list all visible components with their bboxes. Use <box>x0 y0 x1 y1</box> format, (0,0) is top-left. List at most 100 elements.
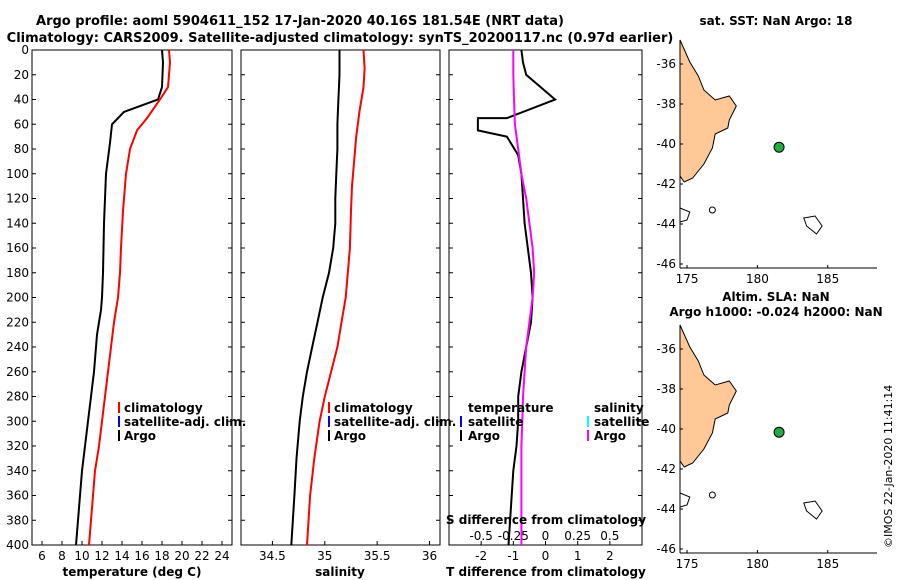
temperature-legend: climatology satellite-adj. clim. Argo <box>118 401 246 443</box>
s-tick-label: 0.25 <box>564 529 591 543</box>
map-sla-subtitle: Argo h1000: -0.024 h2000: NaN <box>669 305 882 319</box>
series-argo <box>75 49 165 546</box>
map-y-tick-label: -38 <box>656 382 676 396</box>
x-tick-label: 0 <box>542 549 550 563</box>
map-y-tick-label: -40 <box>656 137 676 151</box>
difference-legend: temperature satellite Argo salinity sate… <box>460 401 649 443</box>
x-tick-label: 18 <box>154 549 169 563</box>
x-tick-label: 12 <box>94 549 109 563</box>
legend-climatology: climatology <box>124 401 203 415</box>
legend-temperature-title: temperature <box>468 401 553 415</box>
y-tick-label: 280 <box>6 390 29 404</box>
map-sst-title: sat. SST: NaN Argo: 18 <box>699 14 852 28</box>
land-islet <box>708 491 716 499</box>
legend-sal-satellite: satellite <box>594 415 649 429</box>
y-tick-label: 60 <box>14 117 29 131</box>
y-tick-label: 80 <box>14 142 29 156</box>
map-y-tick-label: -46 <box>656 257 676 271</box>
difference-top-xlabel: S difference from climatology <box>446 513 646 527</box>
s-tick-label: -0.5 <box>469 529 492 543</box>
map-x-tick-label: 180 <box>746 272 769 286</box>
temperature-axes <box>31 49 233 546</box>
land-chatham <box>803 500 823 520</box>
y-tick-label: 160 <box>6 241 29 255</box>
y-tick-label: 220 <box>6 315 29 329</box>
s-tick-label: 0.5 <box>600 529 619 543</box>
y-tick-label: 140 <box>6 216 29 230</box>
y-tick-label: 200 <box>6 291 29 305</box>
series-climatology <box>88 49 172 546</box>
map-x-tick-label: 175 <box>676 272 699 286</box>
x-tick-label: 16 <box>134 549 149 563</box>
x-tick-label: 35 <box>317 549 332 563</box>
x-tick-label: 2 <box>606 549 614 563</box>
argo-float-marker <box>773 426 785 438</box>
legend-argo: Argo <box>334 429 366 443</box>
temperature-xlabel: temperature (deg C) <box>63 565 202 579</box>
salinity-xlabel: salinity <box>315 565 365 579</box>
y-tick-label: 400 <box>6 538 29 552</box>
series-argo <box>290 50 341 546</box>
y-tick-label: 300 <box>6 414 29 428</box>
map-y-tick-label: -36 <box>656 57 676 71</box>
x-tick-label: 1 <box>574 549 582 563</box>
y-tick-label: 100 <box>6 167 29 181</box>
map-y-tick-label: -46 <box>656 542 676 556</box>
map-sla-title: Altim. SLA: NaN <box>722 290 829 304</box>
land-islet <box>708 206 716 214</box>
y-tick-label: 360 <box>6 489 29 503</box>
y-tick-label: 20 <box>14 68 29 82</box>
y-tick-label: 180 <box>6 266 29 280</box>
x-tick-label: 14 <box>114 549 129 563</box>
series-climatology <box>306 49 366 546</box>
argo-float-marker <box>773 141 785 153</box>
map-y-tick-label: -36 <box>656 342 676 356</box>
x-tick-label: 6 <box>38 549 46 563</box>
x-tick-label: 24 <box>214 549 229 563</box>
difference-xlabel: T difference from climatology <box>446 565 646 579</box>
y-tick-label: 0 <box>21 43 29 57</box>
x-tick-label: -2 <box>475 549 487 563</box>
title-line-2: Climatology: CARS2009. Satellite-adjuste… <box>7 31 674 46</box>
x-tick-label: 10 <box>74 549 89 563</box>
map-y-tick-label: -44 <box>656 217 676 231</box>
copyright-stamp: ©IMOS 22-Jan-2020 11:41:14 <box>882 384 895 548</box>
series-temperature-argo <box>476 49 558 546</box>
s-tick-label: 0 <box>542 529 550 543</box>
map-x-tick-label: 185 <box>816 272 839 286</box>
map-x-tick-label: 175 <box>676 557 699 571</box>
x-tick-label: 22 <box>194 549 209 563</box>
map-y-tick-label: -38 <box>656 97 676 111</box>
y-tick-label: 40 <box>14 93 29 107</box>
legend-satellite: satellite-adj. clim. <box>124 415 246 429</box>
x-tick-label: -1 <box>507 549 519 563</box>
s-tick-label: -0.25 <box>498 529 529 543</box>
series-salinity-argo <box>512 50 536 545</box>
y-tick-label: 240 <box>6 340 29 354</box>
legend-sal-argo: Argo <box>594 429 626 443</box>
difference-chart: -2 -1 0 1 2 -0.5 -0.25 0 0.25 0.5 <box>449 49 642 563</box>
y-tick-label: 380 <box>6 513 29 527</box>
map-y-tick-label: -42 <box>656 462 676 476</box>
x-tick-label: 36 <box>422 549 437 563</box>
legend-temp-satellite: satellite <box>468 415 523 429</box>
salinity-legend: climatology satellite-adj. clim. Argo <box>328 401 456 443</box>
legend-climatology: climatology <box>334 401 413 415</box>
title-line-1: Argo profile: aoml 5904611_152 17-Jan-20… <box>36 14 564 29</box>
map-x-tick-label: 180 <box>746 557 769 571</box>
temperature-chart: 6 8 10 12 14 16 18 20 22 240204060801001201401601… <box>6 43 232 563</box>
land-north-island <box>679 324 737 468</box>
legend-temp-argo: Argo <box>468 429 500 443</box>
land-outline <box>679 207 691 223</box>
map-x-tick-label: 185 <box>816 557 839 571</box>
legend-satellite: satellite-adj. clim. <box>334 415 456 429</box>
map-y-tick-label: -42 <box>656 177 676 191</box>
x-tick-label: 34.5 <box>259 549 286 563</box>
y-tick-label: 320 <box>6 439 29 453</box>
x-tick-label: 35.5 <box>364 549 391 563</box>
y-tick-label: 340 <box>6 464 29 478</box>
land-north-island <box>679 39 737 183</box>
map-y-tick-label: -44 <box>656 502 676 516</box>
x-tick-label: 8 <box>58 549 66 563</box>
